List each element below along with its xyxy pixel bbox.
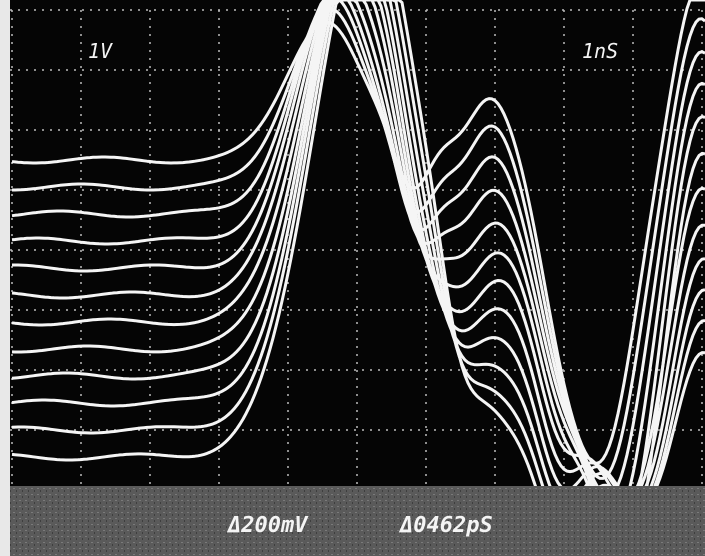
trace [11,0,705,510]
graticule [10,9,705,491]
trace [11,0,705,521]
time-per-div: 1nS [582,39,618,63]
delta-voltage: Δ200mV [226,513,309,538]
delta-time: Δ0462pS [398,513,493,538]
readout-bar [10,486,705,556]
screen-bezel [0,0,10,556]
trace [11,0,705,501]
volts-per-div: 1V [88,39,113,63]
trace [11,0,705,503]
trace [12,7,705,480]
trace [11,0,705,502]
